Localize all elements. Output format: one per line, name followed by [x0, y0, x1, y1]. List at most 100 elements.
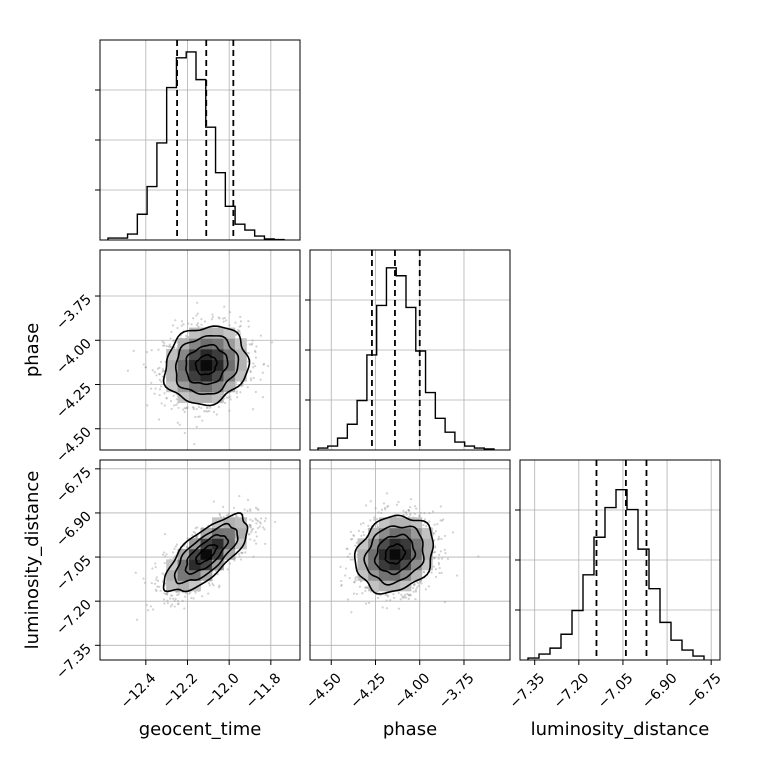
sample-point: [241, 384, 244, 387]
sample-point: [423, 518, 427, 521]
sample-point: [150, 381, 153, 384]
sample-point: [439, 550, 443, 553]
sample-point: [218, 317, 221, 320]
sample-point: [144, 366, 147, 369]
density-cell: [357, 559, 369, 571]
density-cell: [189, 580, 201, 592]
density-cell: [223, 370, 236, 382]
sample-point: [443, 601, 446, 604]
sample-point: [169, 337, 172, 340]
sample-point: [249, 538, 252, 541]
sample-point: [256, 519, 260, 523]
density-cell: [234, 538, 247, 550]
density-cell: [223, 338, 236, 350]
sample-point: [156, 585, 159, 588]
sample-point: [397, 591, 400, 595]
sample-point: [234, 515, 237, 518]
sample-point: [397, 607, 400, 610]
sample-point: [197, 405, 201, 409]
sample-point: [165, 397, 168, 400]
sample-point: [249, 379, 253, 382]
sample-point: [407, 593, 411, 596]
panel-frame: [519, 459, 721, 661]
sample-point: [247, 325, 250, 328]
density-cell: [223, 517, 236, 529]
sample-point: [434, 568, 438, 571]
sample-point: [166, 601, 169, 605]
sample-point: [173, 547, 176, 550]
sample-point: [249, 377, 253, 380]
sample-point: [369, 519, 372, 522]
sample-point: [197, 415, 200, 418]
sample-point: [176, 326, 179, 330]
density-cell: [211, 338, 224, 350]
sample-point: [408, 509, 411, 513]
sample-point: [126, 369, 130, 372]
sample-point: [185, 592, 188, 595]
sample-point: [206, 406, 209, 410]
contour-level: [162, 325, 251, 407]
sample-point: [402, 596, 405, 599]
sample-point: [195, 526, 199, 529]
sample-point: [392, 593, 395, 596]
sample-point: [190, 596, 193, 600]
sample-point: [196, 312, 199, 315]
density-cell: [211, 548, 224, 560]
density-cell: [166, 359, 179, 371]
density-cell: [400, 517, 412, 529]
sample-point: [155, 374, 158, 377]
panel-frame: [99, 459, 301, 661]
sample-point: [149, 387, 153, 390]
density-cell: [177, 370, 190, 382]
sample-point: [414, 505, 417, 508]
sample-point: [362, 530, 365, 534]
density-cell: [211, 517, 224, 529]
sample-point: [191, 534, 194, 537]
sample-point: [170, 594, 173, 597]
sample-point: [346, 547, 349, 551]
sample-point: [349, 538, 353, 541]
density-cell: [211, 527, 224, 539]
sample-point: [181, 599, 184, 603]
sample-point: [247, 319, 250, 323]
sample-point: [227, 396, 230, 399]
sample-point: [354, 579, 357, 582]
density-cell: [368, 580, 380, 592]
sample-point: [355, 592, 359, 596]
sample-point: [158, 373, 161, 376]
sample-point: [207, 582, 211, 585]
sample-point: [250, 531, 253, 534]
sample-point: [266, 364, 270, 368]
sample-point: [241, 551, 244, 554]
joint-panel-geocent_time-phase: [99, 249, 301, 451]
density-cell: [200, 338, 213, 350]
density-cell: [200, 391, 213, 403]
sample-point: [200, 318, 203, 321]
density-cell: [223, 327, 236, 339]
sample-point: [186, 537, 189, 540]
sample-point: [351, 537, 354, 541]
density-cell: [223, 348, 236, 361]
sample-point: [193, 531, 197, 534]
sample-point: [352, 534, 355, 537]
sample-point: [186, 545, 189, 549]
sample-point: [172, 394, 175, 397]
sample-point: [352, 534, 355, 537]
sample-point: [419, 581, 422, 584]
sample-point: [405, 513, 408, 516]
sample-point: [249, 526, 252, 529]
sample-point: [176, 593, 179, 597]
sample-point: [416, 581, 420, 585]
sample-point: [273, 520, 277, 524]
sample-point: [171, 603, 174, 606]
sample-point: [262, 526, 265, 529]
sample-point: [376, 525, 379, 528]
sample-point: [359, 523, 363, 526]
sample-point: [195, 535, 198, 539]
sample-point: [364, 589, 367, 592]
density-cell: [368, 559, 380, 571]
density-cell: [200, 538, 213, 550]
sample-point: [195, 323, 199, 327]
sample-point: [229, 398, 232, 401]
sample-point: [193, 443, 196, 446]
